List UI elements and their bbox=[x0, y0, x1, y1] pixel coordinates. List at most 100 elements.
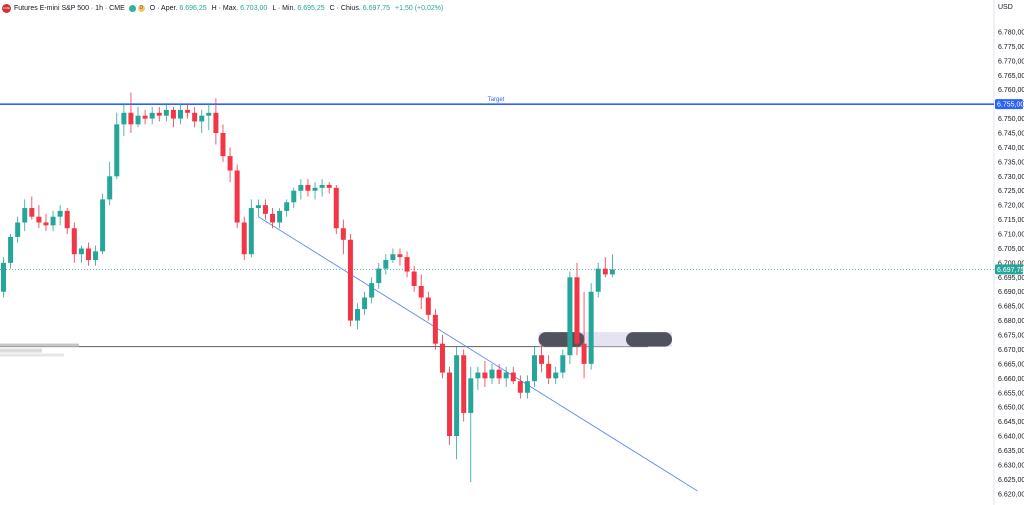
candle bbox=[588, 283, 594, 370]
candle bbox=[447, 366, 453, 445]
candle-body bbox=[36, 216, 42, 223]
range-box-handle-left[interactable] bbox=[538, 332, 585, 347]
candle-body bbox=[503, 372, 509, 379]
price-tick-label: 6.710,00 bbox=[998, 232, 1024, 239]
candle bbox=[85, 242, 91, 266]
candle-body bbox=[277, 210, 283, 223]
candle bbox=[397, 248, 403, 266]
candle bbox=[163, 104, 169, 122]
price-tick-label: 6.635,00 bbox=[998, 448, 1024, 455]
close-value: 6.697,75 bbox=[362, 4, 391, 12]
candle-body bbox=[411, 271, 417, 286]
candle bbox=[340, 219, 346, 255]
candle-body bbox=[114, 124, 120, 177]
candle-body bbox=[192, 112, 198, 122]
price-tick-label: 6.760,00 bbox=[998, 87, 1024, 94]
candle-body bbox=[85, 248, 91, 260]
price-tick-label: 6.640,00 bbox=[998, 434, 1024, 441]
candle bbox=[347, 234, 353, 327]
candle bbox=[50, 210, 56, 232]
candle bbox=[255, 199, 261, 217]
price-tick-label: 6.775,00 bbox=[998, 44, 1024, 51]
price-tick-label: 6.720,00 bbox=[998, 203, 1024, 210]
candle bbox=[432, 309, 438, 350]
candle bbox=[411, 265, 417, 292]
candle bbox=[135, 107, 141, 128]
candle-body bbox=[22, 208, 28, 223]
last-price-tag bbox=[995, 264, 1023, 275]
candle bbox=[355, 303, 360, 330]
high-value: 6.703,00 bbox=[240, 4, 268, 12]
candle-body bbox=[553, 372, 559, 379]
candle-body bbox=[609, 269, 615, 275]
candle bbox=[383, 254, 389, 275]
candle bbox=[277, 208, 283, 229]
price-tick-label: 6.680,00 bbox=[998, 318, 1024, 325]
drawing-layer[interactable]: Target bbox=[0, 97, 994, 492]
candle-body bbox=[178, 109, 183, 119]
price-tick-label: 6.690,00 bbox=[998, 289, 1024, 296]
candle bbox=[312, 182, 318, 200]
candle bbox=[532, 346, 537, 387]
candle bbox=[298, 179, 304, 200]
candle bbox=[227, 147, 233, 183]
candle bbox=[362, 291, 368, 315]
candle bbox=[15, 216, 21, 243]
candle bbox=[524, 375, 530, 399]
candle bbox=[234, 164, 240, 229]
candle bbox=[213, 98, 219, 145]
candle bbox=[262, 199, 268, 220]
symbol-title[interactable]: Futures E-mini S&P 500 · 1h · CME bbox=[14, 4, 125, 12]
candle-body bbox=[206, 112, 212, 116]
price-axis[interactable]: 6.780,00 6.775,00 6.770,00 6.765,00 6.760,00… bbox=[993, 0, 1024, 505]
candle-body bbox=[199, 115, 205, 122]
candle-body bbox=[319, 184, 325, 188]
candle-body bbox=[213, 112, 219, 134]
candle-body bbox=[135, 115, 141, 125]
trendline[interactable] bbox=[258, 216, 698, 492]
candle bbox=[517, 375, 523, 399]
price-tick-label: 6.740,00 bbox=[998, 145, 1024, 152]
candle-body bbox=[383, 259, 389, 269]
candle-body bbox=[574, 277, 580, 344]
candle bbox=[128, 92, 134, 134]
currency-label[interactable]: USD bbox=[998, 4, 1013, 11]
candle-body bbox=[248, 208, 254, 255]
candle bbox=[71, 222, 77, 263]
low-value: 6.695,25 bbox=[297, 4, 325, 12]
candle bbox=[503, 366, 509, 387]
candle-body bbox=[43, 222, 49, 226]
candle bbox=[489, 363, 495, 385]
candle-body bbox=[291, 190, 297, 203]
candle bbox=[305, 179, 311, 197]
candle-body bbox=[376, 268, 382, 284]
price-tick-label: 6.745,00 bbox=[998, 131, 1024, 138]
candle bbox=[36, 205, 42, 229]
candle-body bbox=[326, 184, 332, 188]
candle-body bbox=[489, 369, 495, 379]
candle bbox=[496, 363, 502, 385]
price-tick-label: 6.645,00 bbox=[998, 419, 1024, 426]
market-status-icon[interactable] bbox=[128, 4, 136, 12]
candle bbox=[192, 107, 198, 128]
candle bbox=[57, 205, 63, 226]
candle-body bbox=[390, 254, 396, 260]
delayed-data-badge[interactable]: D bbox=[137, 4, 145, 12]
candle-body bbox=[347, 239, 353, 321]
candle-body bbox=[241, 222, 247, 255]
candle-body bbox=[234, 170, 240, 223]
candle bbox=[121, 104, 127, 136]
candle bbox=[22, 199, 28, 232]
candle bbox=[326, 182, 332, 194]
candle bbox=[567, 271, 573, 364]
candle-body bbox=[404, 257, 410, 272]
price-tick-label: 6.670,00 bbox=[998, 347, 1024, 354]
price-tick-label: 6.730,00 bbox=[998, 174, 1024, 181]
price-tick-label: 6.675,00 bbox=[998, 333, 1024, 340]
range-box-handle-right[interactable] bbox=[626, 332, 673, 347]
candle-body bbox=[262, 205, 268, 214]
candle-body bbox=[432, 314, 438, 344]
price-tick-label: 6.750,00 bbox=[998, 116, 1024, 123]
price-tick-label: 6.685,00 bbox=[998, 304, 1024, 311]
